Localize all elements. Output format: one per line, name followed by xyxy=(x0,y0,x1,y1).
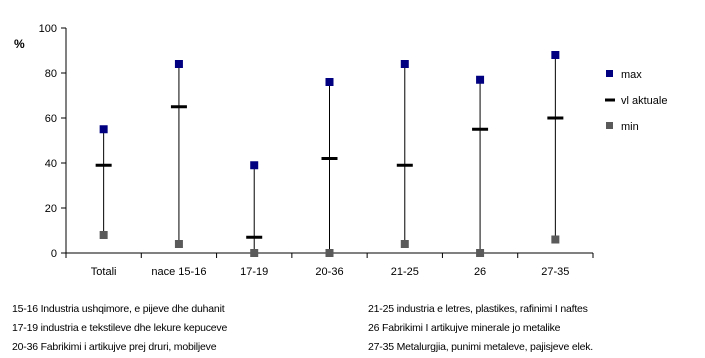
current-value-marker xyxy=(321,157,338,160)
legend-marker-2 xyxy=(606,122,613,129)
min-marker xyxy=(174,240,183,248)
note-26: 26 Fabrikimi I artikujve minerale jo met… xyxy=(368,322,561,334)
legend-label: max xyxy=(621,69,642,81)
x-tick-label: 20-36 xyxy=(315,266,343,278)
max-marker xyxy=(99,125,108,134)
y-tick-label: 40 xyxy=(45,158,57,170)
max-marker xyxy=(476,75,485,84)
max-marker xyxy=(400,60,409,68)
y-tick-label: 60 xyxy=(45,113,57,125)
max-marker xyxy=(174,60,183,68)
current-value-marker xyxy=(246,235,263,239)
y-tick-label: 20 xyxy=(45,203,57,215)
x-tick-label: nace 15-16 xyxy=(151,266,206,278)
min-marker xyxy=(476,249,485,257)
y-tick-label: 80 xyxy=(45,68,57,80)
max-marker xyxy=(325,78,334,86)
current-value-marker xyxy=(472,127,489,131)
x-tick-label: Totali xyxy=(91,266,117,278)
note-21-25: 21-25 industria e letres, plastikes, raf… xyxy=(368,303,588,315)
min-marker xyxy=(250,249,259,257)
x-tick-label: 21-25 xyxy=(391,266,419,278)
legend-marker-0 xyxy=(606,70,613,77)
range-lines xyxy=(103,55,556,253)
range-chart: 0 20 40 60 80 100 Totali nace 15-16 17-19 20-36 21… xyxy=(14,23,667,278)
current-value-marker xyxy=(95,163,112,167)
x-tick-label: 17-19 xyxy=(240,266,268,278)
legend-marker-1 xyxy=(605,98,615,102)
y-axis-label: % xyxy=(14,37,25,51)
note-20-36: 20-36 Fabrikimi i artikujve prej druri, … xyxy=(12,341,217,353)
current-value-marker xyxy=(396,163,413,167)
max-marker xyxy=(551,51,560,59)
min-marker xyxy=(551,235,560,244)
category-notes-left: 15-16 Industria ushqimore, e pijeve dhe … xyxy=(12,300,227,357)
note-17-19: 17-19 industria e tekstileve dhe lekure … xyxy=(12,322,228,334)
legend-label: min xyxy=(621,121,639,133)
note-15-16: 15-16 Industria ushqimore, e pijeve dhe … xyxy=(12,303,225,315)
legend-label: vl aktuale xyxy=(621,95,667,107)
chart-legend: max vl aktuale min xyxy=(605,69,667,133)
min-marker xyxy=(325,249,334,257)
max-marker xyxy=(250,161,259,170)
current-value-marker xyxy=(170,105,187,109)
chart-marks xyxy=(95,51,564,257)
category-notes-right: 21-25 industria e letres, plastikes, raf… xyxy=(368,300,593,357)
chart-axes: 0 20 40 60 80 100 Totali nace 15-16 17-19 20-36 21… xyxy=(39,23,594,278)
min-marker xyxy=(99,231,108,239)
current-value-marker xyxy=(547,116,564,120)
y-tick-label: 100 xyxy=(39,23,57,35)
note-27-35: 27-35 Metalurgjia, punimi metaleve, paji… xyxy=(368,341,594,353)
min-marker xyxy=(400,240,409,248)
y-tick-label: 0 xyxy=(51,248,57,260)
x-tick-label: 26 xyxy=(474,266,486,278)
x-tick-label: 27-35 xyxy=(541,266,569,278)
